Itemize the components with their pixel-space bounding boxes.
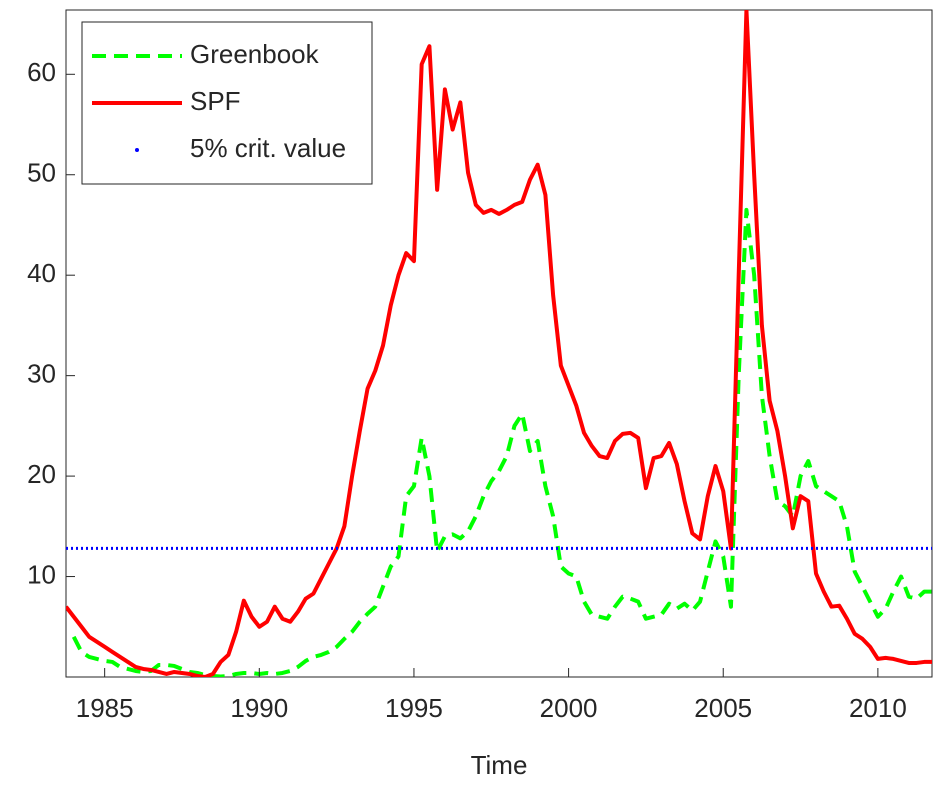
y-tick-label: 50	[27, 158, 56, 188]
legend-marker	[135, 148, 139, 152]
y-tick-label: 30	[27, 359, 56, 389]
x-tick-label: 2000	[540, 693, 598, 723]
y-tick-label: 60	[27, 57, 56, 87]
y-tick-label: 10	[27, 559, 56, 589]
x-tick-label: 2005	[694, 693, 752, 723]
legend: Greenbook SPF 5% crit. value	[81, 21, 373, 185]
legend-label: Greenbook	[190, 39, 320, 69]
legend-box	[81, 21, 373, 185]
lines	[66, 10, 932, 677]
x-tick-label: 1995	[385, 693, 443, 723]
x-tick-label: 1985	[76, 693, 134, 723]
x-tick-label: 2010	[849, 693, 907, 723]
x-axis-label: Time	[471, 750, 528, 780]
x-tick-label: 1990	[230, 693, 288, 723]
legend-label: SPF	[190, 86, 241, 116]
y-tick-label: 40	[27, 258, 56, 288]
line-solid	[66, 10, 932, 677]
y-tick-label: 20	[27, 459, 56, 489]
legend-label: 5% crit. value	[190, 133, 346, 163]
